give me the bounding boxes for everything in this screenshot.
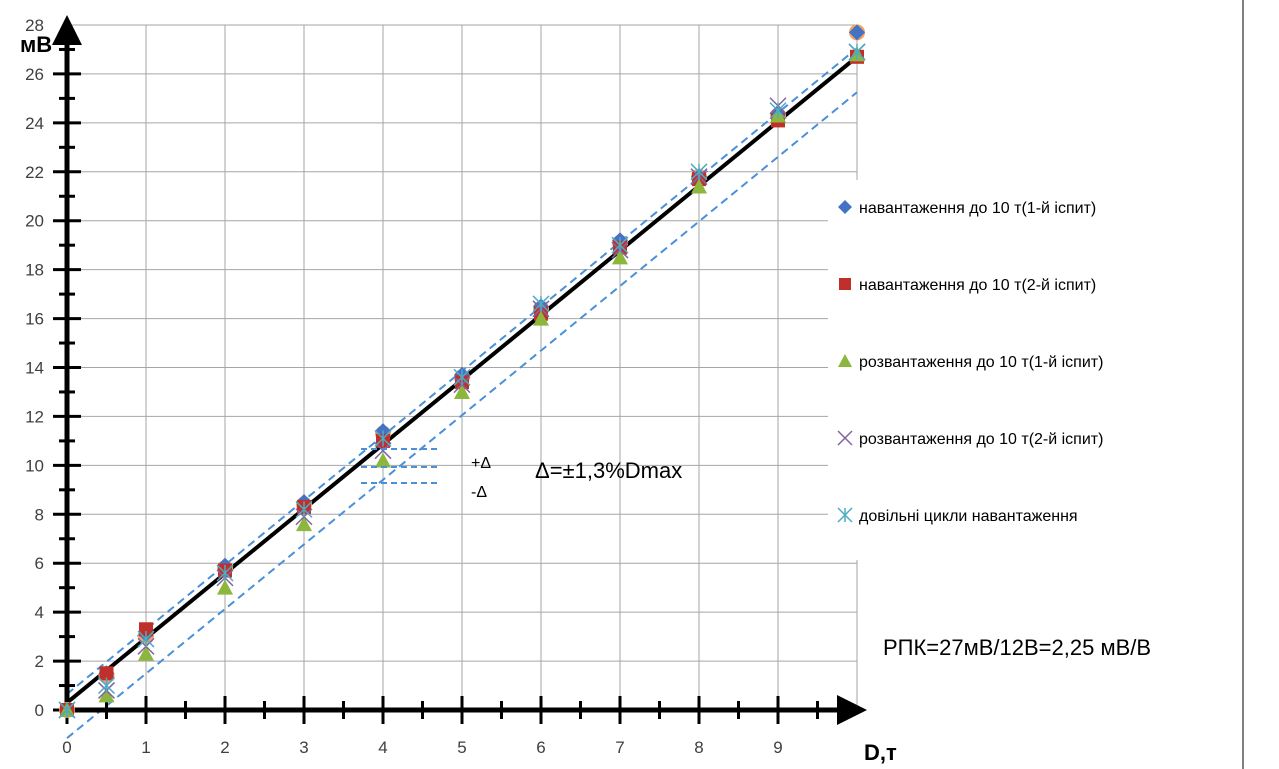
axes xyxy=(52,15,867,725)
data-point xyxy=(99,666,114,681)
y-tick-label: 26 xyxy=(25,65,44,84)
x-tick-label: 8 xyxy=(694,738,703,757)
data-point xyxy=(849,24,865,41)
data-point xyxy=(216,564,234,582)
x-axis-label: D,т xyxy=(864,740,897,765)
data-point xyxy=(611,236,629,254)
data-point xyxy=(97,677,116,695)
data-point xyxy=(848,43,866,61)
data-point xyxy=(98,687,115,703)
delta-formula-label: Δ=±1,3%Dmax xyxy=(535,458,682,483)
data-point xyxy=(217,579,233,595)
data-point xyxy=(374,442,392,460)
x-tick-label: 2 xyxy=(220,738,229,757)
data-point xyxy=(690,163,708,181)
y-tick-label: 4 xyxy=(35,603,44,622)
legend-marker xyxy=(838,354,852,367)
delta-marker xyxy=(361,448,437,484)
data-point xyxy=(532,295,550,313)
x-tick-label: 3 xyxy=(299,738,308,757)
y-axis-label: мВ xyxy=(20,32,52,57)
y-tick-label: 12 xyxy=(25,407,44,426)
plus-delta-label: +Δ xyxy=(471,455,491,472)
x-tick-label: 0 xyxy=(62,738,71,757)
y-tick-label: 10 xyxy=(25,456,44,475)
data-point xyxy=(769,102,787,120)
x-tick-label: 4 xyxy=(378,738,387,757)
data-point xyxy=(453,368,471,386)
x-tick-label: 6 xyxy=(536,738,545,757)
legend-entry-label: навантаження до 10 т(2-й іспит) xyxy=(859,277,1096,294)
data-point xyxy=(375,452,391,468)
legend-entry-label: довільні цикли навантаження xyxy=(859,508,1078,525)
y-tick-label: 0 xyxy=(35,701,44,720)
legend-background xyxy=(828,180,1244,560)
data-point xyxy=(139,622,153,637)
legend-entry-label: розвантаження до 10 т(1-й іспит) xyxy=(859,354,1103,371)
legend-marker xyxy=(837,430,853,446)
y-tick-label: 16 xyxy=(25,310,44,329)
y-tick-label: 22 xyxy=(25,163,44,182)
data-point xyxy=(374,429,392,447)
y-tick-label: 8 xyxy=(35,505,44,524)
data-point xyxy=(691,178,707,194)
rpk-label: РПК=27мВ/12В=2,25 мВ/В xyxy=(883,635,1151,660)
legend-entry-label: навантаження до 10 т(1-й іспит) xyxy=(859,200,1096,217)
x-tick-label: 7 xyxy=(615,738,624,757)
data-point xyxy=(58,701,76,719)
data-point xyxy=(454,383,470,399)
data-points xyxy=(58,24,866,719)
x-tick-label: 5 xyxy=(457,738,466,757)
data-point xyxy=(138,645,154,661)
data-point xyxy=(533,310,549,326)
x-tick-label: 9 xyxy=(773,738,782,757)
y-tick-label: 2 xyxy=(35,652,44,671)
y-tick-label: 18 xyxy=(25,261,44,280)
y-tick-label: 14 xyxy=(25,359,44,378)
y-tick-label: 24 xyxy=(25,114,44,133)
data-point xyxy=(612,249,628,265)
tolerance-line xyxy=(66,91,858,739)
marker-stroke xyxy=(837,430,853,446)
x-tick-label: 1 xyxy=(141,738,150,757)
y-tick-label: 20 xyxy=(25,212,44,231)
legend-marker xyxy=(837,507,853,523)
y-tick-label: 28 xyxy=(25,16,44,35)
y-tick-label: 6 xyxy=(35,554,44,573)
legend-entry-label: розвантаження до 10 т(2-й іспит) xyxy=(859,431,1103,448)
data-point xyxy=(137,630,155,648)
data-point xyxy=(296,516,312,532)
minus-delta-label: -Δ xyxy=(471,484,487,501)
legend-marker xyxy=(838,200,852,214)
data-point xyxy=(295,500,313,518)
legend-marker xyxy=(839,278,851,290)
legend: навантаження до 10 т(1-й іспит) навантаже… xyxy=(837,200,1103,525)
marker-stroke xyxy=(374,442,392,460)
